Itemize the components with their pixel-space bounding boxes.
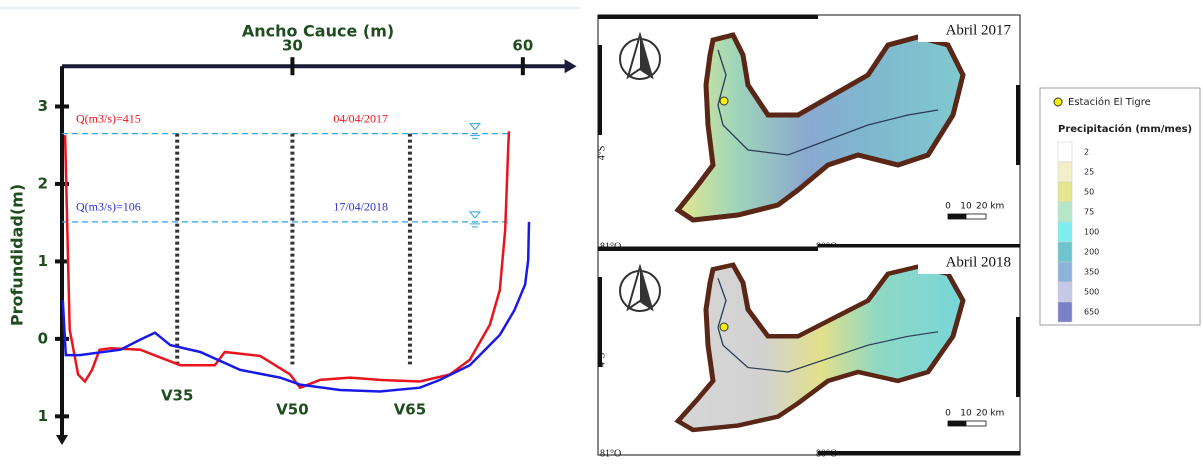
legend-label: 350 <box>1084 268 1099 277</box>
lat-label: 4°S <box>596 353 607 368</box>
x-tick-label: 30 <box>282 37 303 55</box>
frame-bar <box>818 451 1020 455</box>
y-tick-label: 0 <box>38 329 48 347</box>
x-axis-label: Ancho Cauce (m) <box>242 22 394 41</box>
legend-label: 200 <box>1084 248 1099 257</box>
x-tick-label: 60 <box>512 37 533 55</box>
scale-bar <box>948 214 966 219</box>
date-label: 17/04/2018 <box>333 200 388 214</box>
date-label: 04/04/2017 <box>333 111 388 125</box>
profile-line <box>63 222 529 392</box>
vertical-label: V65 <box>394 401 426 419</box>
lat-label: 4°S <box>596 146 607 161</box>
y-tick-label: 1 <box>38 407 48 425</box>
map-title: Abril 2018 <box>946 254 1011 270</box>
station <box>720 323 728 331</box>
water-symbol <box>470 124 480 139</box>
x-axis-arrow <box>565 59 577 73</box>
y-tick-label: 1 <box>38 252 48 270</box>
scale-bar <box>948 421 966 426</box>
vertical-label: V35 <box>161 387 193 405</box>
legend-swatch <box>1058 222 1072 242</box>
discharge-label: Q(m3/s)=106 <box>76 200 141 214</box>
scale-label: 10 <box>960 202 972 212</box>
legend-swatch <box>1058 142 1072 162</box>
legend-title: Precipitación (mm/mes) <box>1058 123 1192 135</box>
frame-bar <box>1016 317 1020 397</box>
frame-bar <box>598 45 602 135</box>
cross-section: Ancho Cauce (m) Profundidad(m) 30 60 3 2 1 0 1 Q(… <box>8 22 577 446</box>
y-axis-arrow <box>56 435 68 445</box>
legend-label: 75 <box>1084 208 1094 217</box>
station-symbol <box>1054 98 1062 106</box>
scale-label: 0 <box>945 409 951 419</box>
frame-bar <box>598 247 818 251</box>
legend-swatch <box>1058 182 1072 202</box>
scale-label: 10 <box>960 409 972 419</box>
legend-label: 2 <box>1084 148 1089 157</box>
station <box>720 97 728 105</box>
lon-label: 81°O <box>600 448 621 459</box>
map-title: Abril 2017 <box>946 22 1012 38</box>
map-panel: Abril 2018 4°S 81°O 80°O 0 10 20 km <box>596 247 1020 459</box>
profile-line <box>65 131 509 387</box>
legend-swatch <box>1058 302 1072 322</box>
scale-bar <box>966 421 986 426</box>
legend-label: 25 <box>1084 168 1094 177</box>
legend-swatch <box>1058 202 1072 222</box>
figure: Ancho Cauce (m)Profundidad(m)306032101Q(… <box>0 0 1203 468</box>
scale-label: 0 <box>945 202 951 212</box>
legend-swatch <box>1058 262 1072 282</box>
legend-swatch <box>1058 282 1072 302</box>
legend-label: 100 <box>1084 228 1099 237</box>
scale-label: 20 km <box>976 202 1004 212</box>
legend-station: Estación El Tigre <box>1068 96 1151 108</box>
vertical-label: V50 <box>276 401 308 419</box>
frame-bar <box>1016 85 1020 165</box>
maps: Abril 2017 4°S 81°O 80°O 0 10 20 km Abril 2018 4… <box>596 15 1200 459</box>
lon-label: 80°O <box>816 448 837 459</box>
legend-swatch <box>1058 162 1072 182</box>
discharge-label: Q(m3/s)=415 <box>76 111 141 125</box>
y-axis-label: Profundidad(m) <box>8 184 27 326</box>
scale-label: 20 km <box>976 409 1004 419</box>
frame-bar <box>598 15 818 19</box>
y-tick-label: 3 <box>38 97 48 115</box>
water-symbol <box>470 212 480 227</box>
y-tick-label: 2 <box>38 174 48 192</box>
legend-label: 50 <box>1084 188 1094 197</box>
legend: Estación El Tigre Precipitación (mm/mes) 2… <box>1040 88 1200 325</box>
scale-bar <box>966 214 986 219</box>
legend-label: 500 <box>1084 288 1099 297</box>
legend-label: 650 <box>1084 308 1099 317</box>
legend-swatch <box>1058 242 1072 262</box>
